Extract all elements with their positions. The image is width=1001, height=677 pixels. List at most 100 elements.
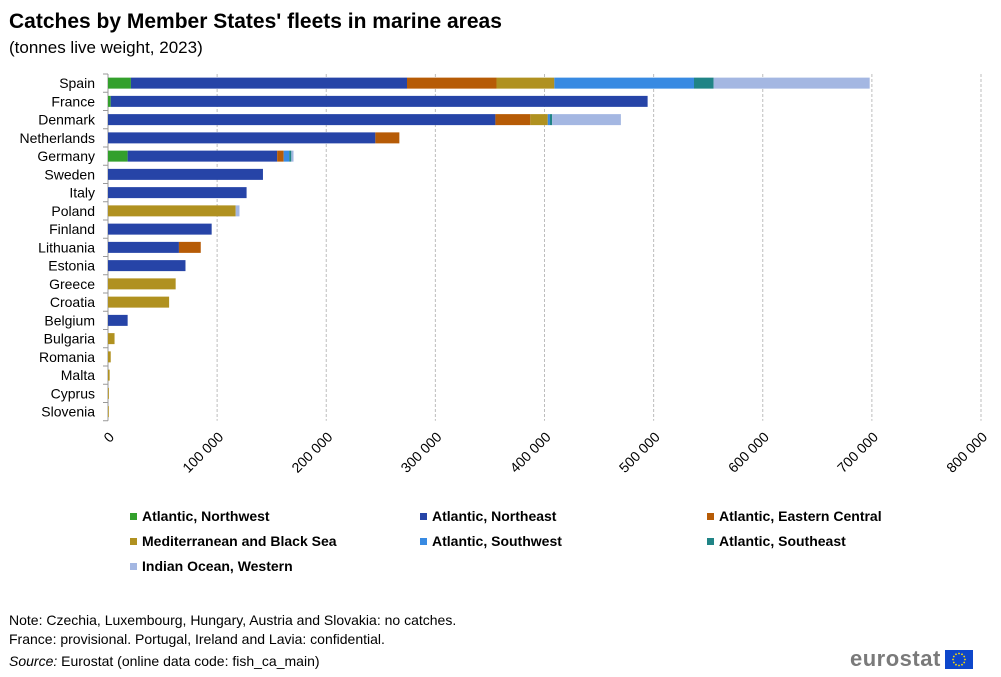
category-label: France: [51, 93, 95, 109]
source-text: Eurostat (online data code: fish_ca_main…: [57, 653, 320, 669]
flag-star: [952, 661, 955, 663]
bar-segment: [108, 95, 111, 107]
category-label: Germany: [37, 148, 95, 164]
category-label: Spain: [59, 75, 95, 91]
category-label: Bulgaria: [44, 331, 96, 347]
x-tick-label: 200 000: [288, 428, 335, 475]
legend-label: Indian Ocean, Western: [142, 558, 293, 574]
bar-segment: [291, 150, 294, 162]
source-line: Source: Eurostat (online data code: fish…: [9, 653, 320, 669]
bar-segment: [108, 168, 263, 180]
chart-subtitle: (tonnes live weight, 2023): [9, 38, 203, 57]
category-label: Cyprus: [51, 385, 95, 401]
bar-segment: [554, 77, 695, 89]
bar-segment: [108, 333, 115, 345]
bar-segment: [108, 223, 212, 235]
bar-segment: [108, 369, 110, 381]
legend-swatch: [130, 537, 137, 545]
bar-segment: [108, 114, 496, 126]
legend-item: Atlantic, Northwest: [130, 508, 270, 524]
category-label: Finland: [49, 221, 95, 237]
legend-swatch: [707, 537, 714, 545]
legend-item: Indian Ocean, Western: [130, 558, 293, 574]
bar-segment: [127, 150, 278, 162]
flag-star: [954, 663, 957, 666]
eurostat-logo-text: eurostat: [850, 646, 941, 671]
bar-segment: [110, 95, 648, 107]
legend-swatch: [130, 512, 137, 520]
bar-segment: [108, 132, 376, 144]
legend-item: Mediterranean and Black Sea: [130, 533, 337, 549]
x-tick-label: 500 000: [616, 428, 663, 475]
bar-segment: [178, 241, 201, 253]
bar-segment: [108, 77, 131, 89]
legend-label: Atlantic, Eastern Central: [719, 508, 882, 524]
bar-segment: [108, 351, 111, 363]
category-label: Slovenia: [41, 404, 95, 420]
flag-star: [957, 664, 960, 666]
flag-star: [957, 652, 960, 654]
flag-star: [951, 658, 954, 660]
category-label: Lithuania: [38, 239, 95, 255]
flag-star: [960, 652, 963, 655]
eurostat-logo: eurostat: [850, 646, 973, 672]
category-label: Italy: [69, 185, 95, 201]
bar-segment: [108, 387, 109, 399]
legend-swatch: [420, 512, 427, 520]
bar-segment: [496, 77, 555, 89]
bar-segment: [547, 114, 550, 126]
category-label: Sweden: [44, 166, 95, 182]
bar-segment: [694, 77, 714, 89]
legend-label: Atlantic, Northwest: [142, 508, 270, 524]
legend-item: Atlantic, Southeast: [707, 533, 846, 549]
bar-segment: [375, 132, 400, 144]
bar-segment: [130, 77, 408, 89]
x-tick-label: 800 000: [943, 428, 990, 475]
category-label: Estonia: [48, 258, 95, 274]
category-label: Denmark: [38, 112, 96, 128]
bar-segment: [407, 77, 497, 89]
legend-label: Atlantic, Southwest: [432, 533, 562, 549]
flag-star: [963, 661, 965, 663]
legend-item: Atlantic, Southwest: [420, 533, 562, 549]
x-tick-label: 400 000: [507, 428, 554, 475]
bar-segment: [108, 260, 186, 272]
bar-segment: [713, 77, 870, 89]
flag-star: [963, 658, 966, 660]
bar-segment: [235, 205, 240, 217]
legend-label: Atlantic, Southeast: [719, 533, 846, 549]
legend-item: Atlantic, Northeast: [420, 508, 556, 524]
bar-segment: [108, 187, 247, 199]
bar-segment: [549, 114, 553, 126]
x-tick-label: 100 000: [179, 428, 226, 475]
note-line-1: Note: Czechia, Luxembourg, Hungary, Aust…: [9, 612, 457, 628]
bar-segment: [108, 150, 128, 162]
x-tick-label: 0: [100, 428, 117, 445]
bar-segment: [530, 114, 548, 126]
bar-segment: [283, 150, 290, 162]
bar-segment: [108, 205, 236, 217]
category-label: Netherlands: [20, 130, 96, 146]
bar-segment: [495, 114, 531, 126]
category-label: Belgium: [44, 312, 95, 328]
x-tick-label: 600 000: [725, 428, 772, 475]
bar-segment: [108, 278, 176, 290]
legend-swatch: [130, 562, 137, 570]
legend-item: Atlantic, Eastern Central: [707, 508, 882, 524]
flag-background: [944, 649, 973, 669]
bar-segment: [108, 314, 128, 326]
bar-segment: [108, 241, 179, 253]
legend-label: Atlantic, Northeast: [432, 508, 557, 524]
category-label: Romania: [39, 349, 95, 365]
source-label: Source:: [9, 653, 58, 669]
bar-segment: [108, 296, 170, 308]
legend-swatch: [420, 537, 427, 545]
eu-flag-icon: [944, 649, 973, 669]
legend-label: Mediterranean and Black Sea: [142, 533, 337, 549]
bar-segment: [289, 150, 292, 162]
category-label: Poland: [51, 203, 95, 219]
flag-star: [952, 655, 955, 657]
flag-star: [960, 663, 963, 666]
bar-segment: [277, 150, 284, 162]
x-tick-label: 300 000: [397, 428, 444, 475]
